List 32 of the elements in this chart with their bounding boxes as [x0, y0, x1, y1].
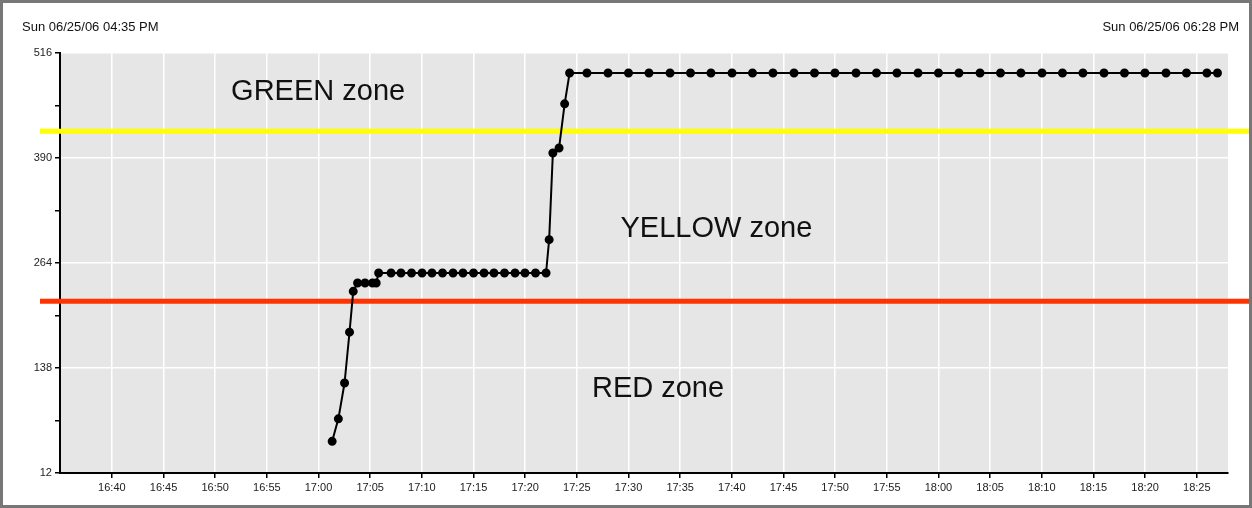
x-tick-label: 16:45 [149, 480, 178, 493]
x-tick-label: 18:10 [1028, 480, 1056, 493]
x-tick-label: 17:55 [873, 480, 901, 493]
x-tick-label: 18:15 [1079, 480, 1108, 493]
y-tick-label: 516 [33, 46, 52, 59]
x-tick-label: 17:05 [356, 480, 384, 493]
x-tick-label: 17:10 [408, 480, 436, 493]
y-tick-label: 264 [33, 256, 52, 269]
y-tick-label: 390 [33, 151, 52, 164]
y-tick-label: 12 [39, 466, 52, 479]
x-tick-label: 17:40 [718, 480, 746, 493]
text: Sun 06/25/06 06:28 PM [1102, 18, 1239, 34]
x-tick-label: 17:15 [459, 480, 488, 493]
x-tick-label: 16:40 [98, 480, 126, 493]
annotation: YELLOW zone [620, 210, 813, 243]
x-tick-label: 16:55 [253, 480, 281, 493]
x-tick-label: 17:45 [769, 480, 798, 493]
x-tick-label: 18:20 [1131, 480, 1159, 493]
x-tick-label: 18:05 [976, 480, 1004, 493]
x-tick-label: 17:20 [511, 480, 539, 493]
x-tick-label: 17:00 [304, 480, 333, 493]
x-tick-label: 16:50 [201, 480, 229, 493]
x-tick-label: 18:25 [1183, 480, 1211, 493]
x-tick-label: 17:30 [614, 480, 643, 493]
y-tick-label: 138 [33, 361, 52, 374]
annotation: GREEN zone [231, 74, 406, 107]
x-tick-label: 17:35 [666, 480, 694, 493]
x-tick-label: 17:25 [563, 480, 591, 493]
annotation: RED zone [591, 371, 725, 403]
text: Sun 06/25/06 04:35 PM [22, 18, 159, 34]
x-tick-label: 18:00 [924, 480, 953, 493]
x-tick-label: 17:50 [821, 480, 849, 493]
